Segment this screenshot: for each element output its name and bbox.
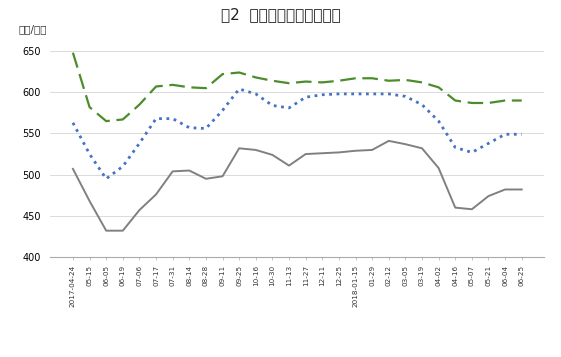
4500大卡	[485, 194, 492, 198]
4500大卡	[186, 169, 192, 173]
4500大卡	[352, 149, 359, 153]
5000大卡	[186, 126, 192, 130]
5500大卡	[103, 119, 109, 123]
5500大卡	[119, 117, 126, 122]
5500大卡	[252, 75, 259, 80]
5500大卡	[335, 79, 342, 83]
5000大卡	[369, 92, 375, 96]
5500大卡	[352, 76, 359, 80]
4500大卡	[252, 148, 259, 152]
5000大卡	[70, 121, 76, 125]
5000大卡	[319, 92, 325, 97]
5500大卡	[319, 80, 325, 85]
5500大卡	[385, 79, 392, 83]
4500大卡	[319, 151, 325, 155]
5500大卡	[518, 99, 525, 103]
4500大卡	[203, 177, 209, 181]
5500大卡	[236, 70, 242, 75]
Line: 5500大卡: 5500大卡	[73, 53, 522, 121]
5500大卡	[153, 84, 159, 89]
4500大卡	[103, 228, 109, 233]
4500大卡	[369, 148, 375, 152]
5500大卡	[452, 99, 458, 103]
5000大卡	[286, 106, 292, 110]
4500大卡	[286, 164, 292, 168]
5500大卡	[369, 76, 375, 80]
5500大卡	[485, 101, 492, 105]
Text: 图2  秦皇岛港煤炭价格情况: 图2 秦皇岛港煤炭价格情况	[220, 7, 341, 22]
5500大卡	[302, 79, 309, 84]
4500大卡	[136, 208, 143, 212]
5000大卡	[236, 87, 242, 91]
Line: 4500大卡: 4500大卡	[73, 141, 522, 231]
5500大卡	[169, 83, 176, 87]
4500大卡	[385, 139, 392, 143]
4500大卡	[86, 199, 93, 203]
4500大卡	[153, 192, 159, 197]
5000大卡	[485, 141, 492, 146]
5000大卡	[86, 152, 93, 156]
5000大卡	[269, 103, 276, 107]
5500大卡	[419, 80, 425, 85]
4500大卡	[468, 207, 475, 211]
4500大卡	[169, 169, 176, 174]
5000大卡	[435, 119, 442, 123]
5000大卡	[352, 92, 359, 96]
Text: （元/吨）: （元/吨）	[19, 24, 47, 34]
4500大卡	[236, 146, 242, 150]
5000大卡	[502, 132, 508, 136]
5500大卡	[468, 101, 475, 105]
5000大卡	[452, 145, 458, 150]
5000大卡	[203, 126, 209, 131]
5500大卡	[502, 99, 508, 103]
5500大卡	[219, 72, 226, 76]
4500大卡	[70, 167, 76, 171]
5500大卡	[435, 85, 442, 90]
5000大卡	[252, 92, 259, 96]
Legend: 5500大卡, 5000大卡, 4500大卡: 5500大卡, 5000大卡, 4500大卡	[136, 353, 458, 357]
5000大卡	[335, 92, 342, 96]
4500大卡	[119, 228, 126, 233]
5000大卡	[153, 116, 159, 121]
5000大卡	[119, 164, 126, 169]
5000大卡	[518, 132, 525, 136]
5500大卡	[286, 81, 292, 85]
5500大卡	[86, 105, 93, 109]
5500大卡	[186, 85, 192, 90]
4500大卡	[502, 187, 508, 192]
5500大卡	[70, 51, 76, 55]
5500大卡	[203, 86, 209, 90]
4500大卡	[219, 174, 226, 178]
5000大卡	[136, 141, 143, 146]
5500大卡	[136, 102, 143, 107]
4500大卡	[302, 152, 309, 156]
5000大卡	[419, 102, 425, 107]
4500大卡	[402, 142, 409, 146]
5500大卡	[402, 78, 409, 82]
4500大卡	[452, 206, 458, 210]
4500大卡	[419, 146, 425, 150]
Line: 5000大卡: 5000大卡	[73, 89, 522, 179]
4500大卡	[335, 150, 342, 155]
5000大卡	[302, 95, 309, 99]
5500大卡	[269, 79, 276, 83]
4500大卡	[269, 153, 276, 157]
5000大卡	[219, 108, 226, 112]
5000大卡	[169, 116, 176, 121]
4500大卡	[518, 187, 525, 192]
5000大卡	[103, 177, 109, 181]
5000大卡	[385, 92, 392, 96]
5000大卡	[402, 94, 409, 99]
5000大卡	[468, 150, 475, 155]
4500大卡	[435, 166, 442, 170]
